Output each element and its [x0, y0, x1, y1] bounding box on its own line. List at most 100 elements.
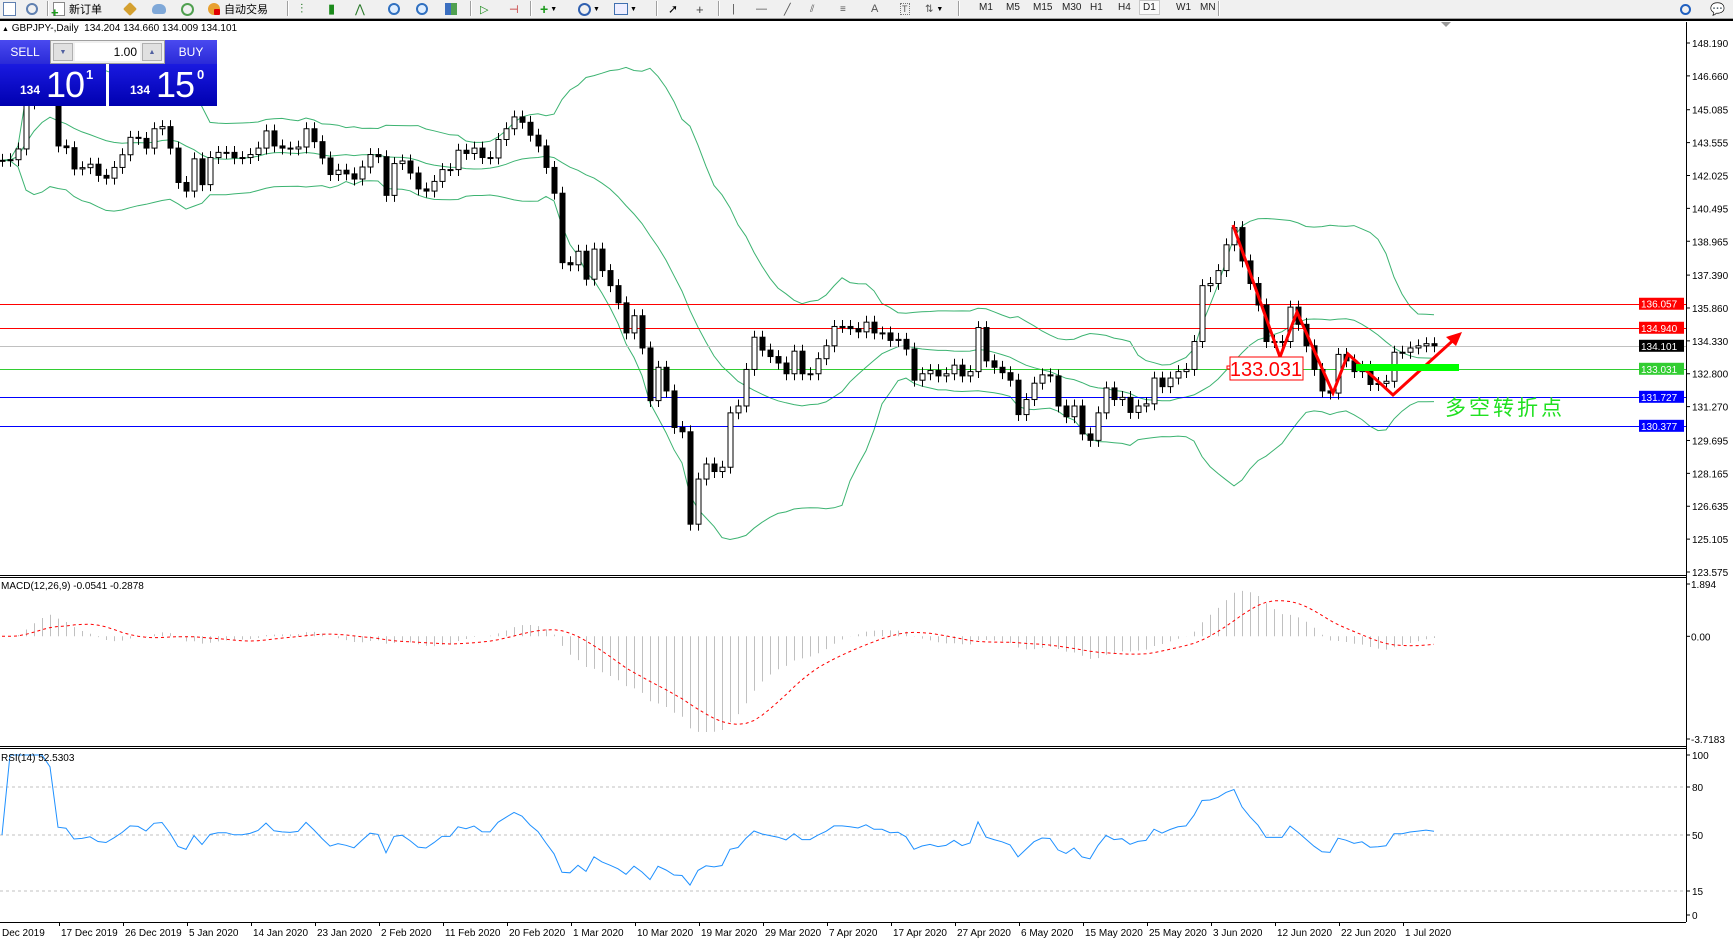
timeframe-d1[interactable]: D1 [1139, 0, 1160, 15]
fibonacci-icon[interactable]: ≡ [840, 3, 846, 15]
candle [375, 148, 382, 164]
candle [199, 152, 206, 192]
shift-marker-icon[interactable] [1441, 22, 1451, 27]
tile-icon[interactable] [445, 1, 457, 17]
new-order-button[interactable]: + 新订单 [51, 1, 102, 19]
candle [151, 122, 158, 155]
price-tick-label: 131.270 [1692, 403, 1729, 414]
buy-button[interactable]: BUY [165, 40, 217, 64]
candle-body-bear [535, 134, 542, 147]
timeframe-m30[interactable]: M30 [1062, 2, 1082, 13]
bar-chart-icon[interactable]: ⫶ [300, 1, 304, 16]
candle-body-bear [639, 315, 646, 349]
lot-input[interactable]: 1.00 [75, 43, 140, 61]
candle [87, 157, 94, 175]
candle-body-bear [663, 366, 670, 392]
candle-chart-icon[interactable]: ▮ [328, 1, 336, 16]
chart-window[interactable] [0, 19, 1733, 940]
rsi-panel: 100 80 50 15 0 [0, 751, 1709, 922]
text-icon[interactable]: A [871, 3, 879, 15]
candle-body-bear [287, 147, 294, 150]
price-tick-label: 142.025 [1692, 171, 1729, 182]
timeframe-w1[interactable]: W1 [1176, 2, 1191, 13]
signal-icon[interactable] [181, 1, 194, 17]
timeframe-h1[interactable]: H1 [1090, 2, 1103, 13]
candle-body-bear [527, 121, 534, 136]
axis-background [1687, 22, 1733, 922]
trendline-icon[interactable]: ╱ [784, 3, 791, 16]
horizontal-line-icon[interactable]: — [756, 3, 767, 15]
candle [1135, 399, 1142, 419]
auto-trade-button[interactable]: 自动交易 [208, 1, 268, 17]
timeframe-m15[interactable]: M15 [1033, 2, 1053, 13]
sell-button[interactable]: SELL [0, 40, 50, 64]
candle-body-bull [15, 148, 22, 161]
periods-icon[interactable]: ▼ [578, 1, 600, 17]
date-tick-label: 12 Jun 2020 [1277, 928, 1332, 939]
price-tick-label: 135.860 [1692, 304, 1729, 315]
lot-decrease-button[interactable]: ▼ [53, 43, 73, 61]
candle-body-bear [583, 250, 590, 280]
cursor-icon[interactable]: ➚ [668, 2, 679, 16]
candle [0, 153, 6, 167]
candle [567, 256, 574, 272]
candle [1191, 335, 1198, 376]
candle-body-bear [543, 145, 550, 168]
price-tick-label: 126.635 [1692, 502, 1729, 513]
arrows-icon[interactable]: ⇅ ▼ [925, 3, 944, 15]
crosshair-icon[interactable]: + [696, 1, 704, 17]
candle-body-bull [863, 321, 870, 333]
macd-tick-label: 0.00 [1691, 632, 1711, 643]
cloud-icon[interactable] [152, 1, 166, 17]
date-tick-label: 10 Mar 2020 [637, 928, 694, 939]
candle-body-bull [1175, 371, 1182, 379]
templates-icon[interactable]: ▼ [614, 1, 637, 17]
chat-icon[interactable]: 💬 [1710, 2, 1725, 16]
candle [1159, 371, 1166, 394]
candle [399, 154, 406, 171]
candle-body-bull [247, 154, 254, 159]
candle [1431, 337, 1438, 353]
level-price-label: 136.057 [1641, 300, 1678, 311]
zoom-out-icon[interactable] [416, 1, 428, 17]
candle [583, 244, 590, 286]
zoom-in-icon[interactable] [388, 1, 400, 17]
indicators-icon[interactable]: + ▼ [540, 1, 558, 17]
timeframe-mn[interactable]: MN [1200, 2, 1216, 13]
new-order-label: 新订单 [69, 4, 102, 16]
candle-body-bull [263, 130, 270, 149]
timeframe-m5[interactable]: M5 [1006, 2, 1020, 13]
zoom-icon[interactable] [26, 1, 38, 17]
candle [919, 367, 926, 387]
candle [631, 309, 638, 340]
new-chart-icon[interactable] [3, 1, 16, 17]
candle [463, 143, 470, 160]
timeframe-m1[interactable]: M1 [979, 2, 993, 13]
candle [135, 130, 142, 145]
collapse-icon[interactable]: ▲ [2, 26, 9, 33]
candle-body-bull [7, 159, 14, 162]
candle [767, 343, 774, 364]
date-tick-label: 15 May 2020 [1085, 928, 1143, 939]
candle [383, 150, 390, 202]
chart-shift-icon[interactable]: ⊣ [509, 3, 519, 16]
buy-price[interactable]: 134 15 0 [109, 64, 217, 106]
candle-body-bear [463, 149, 470, 154]
lot-increase-button[interactable]: ▲ [142, 43, 162, 61]
text-label-icon[interactable]: T [900, 3, 910, 15]
line-chart-icon[interactable]: ⋀ [355, 2, 365, 16]
lot-stepper[interactable]: ▼ 1.00 ▲ [50, 40, 165, 64]
candle [239, 151, 246, 165]
candle [607, 264, 614, 293]
candle [743, 363, 750, 413]
timeframe-h4[interactable]: H4 [1118, 2, 1131, 13]
search-icon[interactable] [1680, 1, 1691, 17]
autoscroll-icon[interactable]: ▷ [480, 3, 489, 16]
candle-body-bull [191, 158, 198, 192]
vertical-line-icon[interactable]: | [732, 3, 735, 15]
candle [1111, 381, 1118, 406]
channel-icon[interactable]: ⫽ [810, 3, 815, 15]
candle [1415, 339, 1422, 355]
sell-price[interactable]: 134 10 1 [0, 64, 106, 106]
